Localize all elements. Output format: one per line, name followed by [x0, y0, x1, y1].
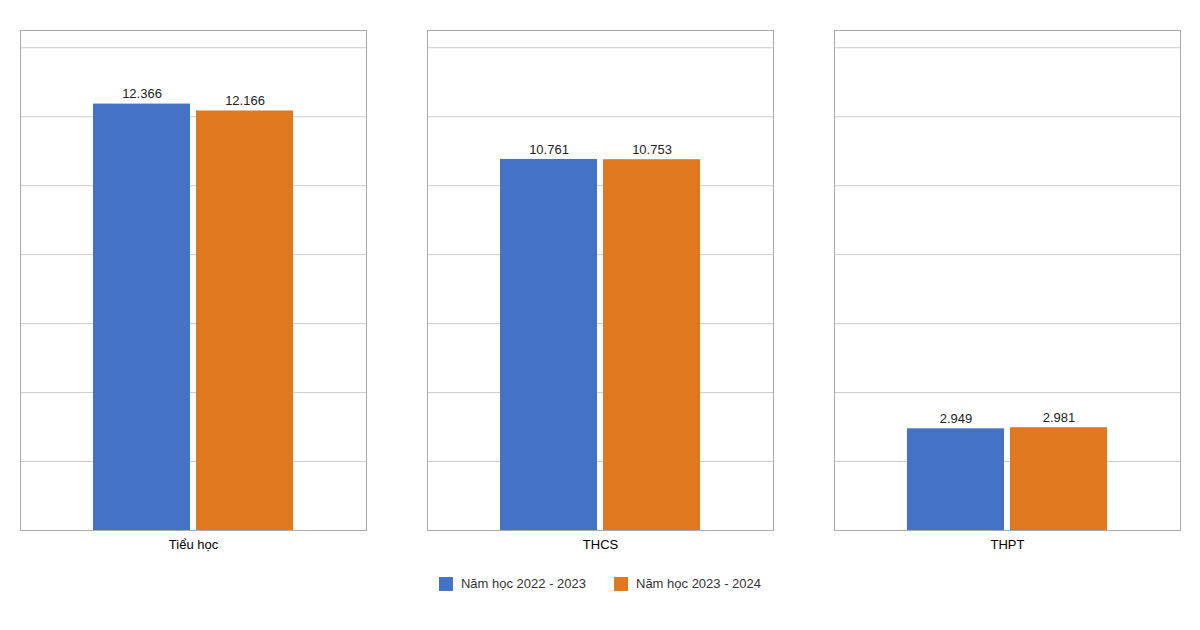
svg-text:2.949: 2.949	[940, 411, 973, 426]
svg-text:12.366: 12.366	[122, 86, 162, 101]
svg-text:10.761: 10.761	[529, 142, 569, 157]
html-text:Năm học 2023 - 2024: Năm học 2023 - 2024	[636, 576, 761, 591]
svg-text:12.166: 12.166	[225, 93, 265, 108]
svg-text:2.981: 2.981	[1043, 410, 1076, 425]
svg-text:THPT: THPT	[991, 537, 1025, 552]
svg-text:Tiểu học: Tiểu học	[169, 537, 219, 552]
svg-text:10.753: 10.753	[632, 142, 672, 157]
svg-text:THCS: THCS	[583, 537, 619, 552]
html-text:Năm học 2022 - 2023: Năm học 2022 - 2023	[461, 576, 586, 591]
